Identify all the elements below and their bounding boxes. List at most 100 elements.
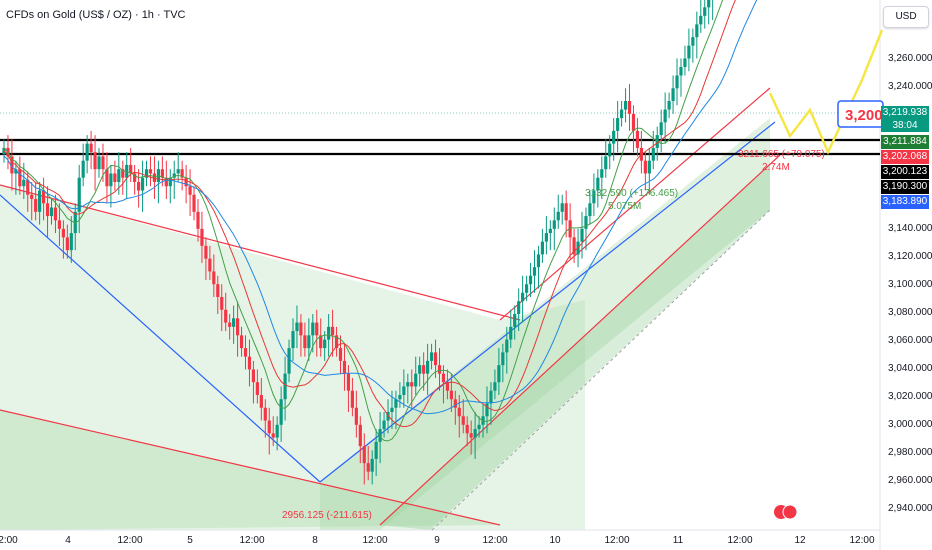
candle-body (532, 267, 537, 276)
candle-body (41, 190, 46, 204)
candle-body (26, 179, 30, 195)
candle-body (540, 241, 545, 255)
fall-trendline (0, 194, 321, 483)
x-tick-label: 11 (673, 535, 684, 546)
candle-body (485, 403, 489, 417)
x-tick-label: 5 (187, 535, 193, 546)
candle-body (564, 203, 568, 221)
candle-body (279, 399, 283, 425)
candle-body (224, 309, 228, 323)
candle-body (671, 88, 675, 102)
candle-body (477, 424, 481, 430)
candle-body (307, 335, 311, 349)
candle-body (255, 382, 259, 395)
candle-body (457, 407, 461, 417)
candle-body (699, 15, 703, 25)
candle-body (501, 352, 505, 366)
candle-body (295, 322, 299, 332)
level-price-tag-2: 3,190.300 (881, 180, 929, 194)
candle-body (429, 352, 434, 361)
currency-button[interactable]: USD (883, 6, 929, 28)
candle-body (140, 177, 145, 191)
candle-body (398, 394, 402, 400)
top-label: 3211.665 (+79.075) (738, 149, 825, 160)
candle-body (97, 156, 101, 170)
candle-body (647, 160, 651, 174)
y-tick-label: 3,080.000 (888, 307, 932, 318)
candle-body (228, 322, 232, 327)
rise-channel-zone (320, 118, 770, 530)
candle-body (687, 45, 691, 59)
candle-body (588, 203, 592, 217)
candle-body (414, 373, 418, 387)
candle-body (105, 169, 109, 187)
candle-body (410, 382, 414, 387)
candle-body (164, 177, 168, 187)
candle-body (473, 429, 477, 438)
candle-body (342, 360, 347, 374)
candle-body (323, 339, 327, 349)
candle-body (232, 318, 236, 327)
candle-body (22, 179, 26, 187)
x-tick-label: 4 (65, 535, 71, 546)
rise-channel-bottom (379, 154, 781, 526)
candle-body (402, 386, 406, 395)
rise-inner-zone (380, 165, 770, 530)
candle-body (683, 58, 687, 67)
ma-mid (3, 0, 736, 428)
candle-body (81, 160, 85, 178)
candle-body (679, 66, 683, 76)
y-tick-label: 3,020.000 (888, 391, 932, 402)
candle-body (584, 216, 588, 229)
candle-body (643, 160, 647, 174)
candle-body (34, 199, 38, 212)
candle-body (600, 169, 604, 178)
y-tick-label: 3,060.000 (888, 335, 932, 346)
candle-body (663, 109, 667, 123)
candle-body (612, 130, 616, 144)
x-tick-label: 8 (312, 535, 318, 546)
y-tick-label: 2,940.000 (888, 503, 932, 514)
x-tick-label: 12:00 (727, 535, 752, 546)
candle-body (552, 220, 556, 229)
candle-body (216, 284, 220, 297)
candle-body (493, 382, 497, 391)
candle-body (572, 237, 576, 255)
x-tick-label: 12:00 (604, 535, 629, 546)
candle-body (208, 258, 212, 272)
candle-body (251, 369, 256, 383)
candle-body (14, 169, 18, 174)
x-tick-label: 12:00 (482, 535, 507, 546)
candle-body (148, 169, 153, 174)
candle-body (117, 169, 121, 182)
fall-lower-zone (0, 410, 500, 530)
candle-body (695, 24, 699, 38)
candle-body (73, 211, 77, 234)
y-tick-label: 3,040.000 (888, 363, 932, 374)
candle-body (382, 420, 386, 430)
blue-price-tag: 3,183.890 (881, 195, 929, 209)
candle-body (65, 237, 69, 251)
candle-body (176, 169, 180, 174)
candle-body (489, 390, 493, 404)
candle-body (465, 424, 469, 434)
candle-body (560, 203, 564, 212)
rise-channel-top (499, 87, 771, 321)
candle-body (608, 143, 612, 157)
candle-body (703, 7, 707, 16)
x-tick-label: 12:00 (849, 535, 874, 546)
fall-label: 2956.125 (-211.615) (282, 510, 372, 521)
red-price-tag: 3,202.068 (881, 150, 929, 164)
x-tick-label: 12:00 (117, 535, 142, 546)
candle-body (172, 173, 176, 178)
y-tick-label: 3,100.000 (888, 279, 932, 290)
candle-body (580, 228, 584, 242)
x-tick-label: 2:00 (0, 535, 18, 546)
candle-body (627, 101, 632, 114)
candle-body (370, 458, 374, 472)
candle-body (144, 169, 149, 178)
ma-fast (3, 0, 724, 442)
candle-body (275, 424, 279, 438)
candle-body (691, 37, 695, 46)
